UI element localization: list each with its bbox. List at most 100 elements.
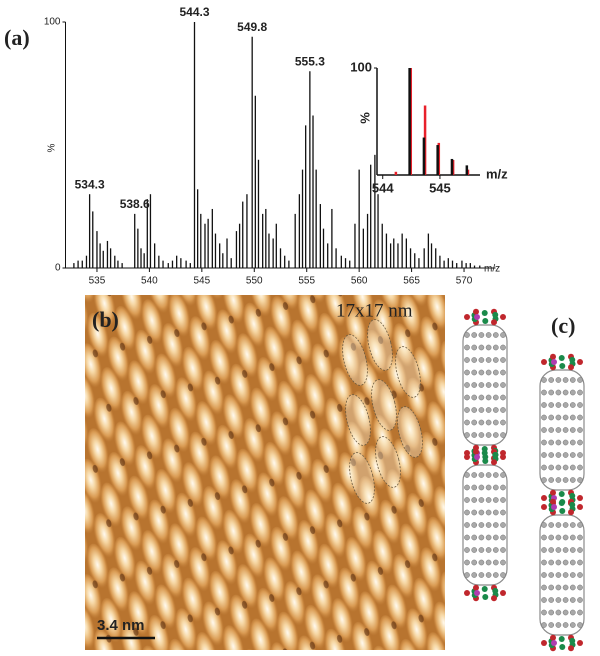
- carbon-atom: [492, 382, 499, 388]
- carbon-atom: [464, 547, 470, 553]
- carbon-atom: [569, 452, 576, 458]
- metal-atom: [558, 355, 565, 362]
- carbon-atom: [541, 534, 547, 541]
- carbon-atom: [485, 357, 492, 363]
- carbon-atom: [562, 439, 569, 446]
- carbon-atom: [541, 522, 547, 528]
- panel-label: (a): [4, 25, 30, 50]
- carbon-atom: [464, 357, 470, 363]
- carbon-atom: [555, 402, 562, 408]
- carbon-atom: [478, 497, 485, 503]
- carbon-atom: [555, 377, 562, 383]
- oxygen-atom: [541, 359, 547, 365]
- cage-body: [539, 514, 585, 636]
- carbon-atom: [562, 464, 569, 471]
- oxygen-atom: [464, 590, 470, 596]
- carbon-atom: [577, 572, 583, 578]
- carbon-atom: [478, 534, 485, 541]
- carbon-atom: [562, 534, 569, 541]
- carbon-atom: [492, 534, 499, 541]
- x-tick-label: 555: [298, 276, 315, 287]
- carbon-atom: [492, 344, 499, 351]
- carbon-atom: [471, 432, 478, 438]
- carbon-atom: [492, 522, 499, 528]
- carbon-atom: [548, 609, 555, 616]
- carbon-atom: [569, 622, 576, 628]
- x-tick-label: 545: [193, 276, 210, 287]
- carbon-atom: [555, 452, 562, 458]
- carbon-atom: [485, 369, 492, 376]
- carbon-atom: [548, 534, 555, 541]
- carbon-atom: [562, 597, 569, 603]
- carbon-atom: [471, 484, 478, 491]
- oxygen-atom: [473, 584, 479, 591]
- metal-atom: [559, 643, 566, 650]
- carbon-atom: [569, 547, 576, 553]
- carbon-atom: [569, 402, 576, 408]
- metal-atom: [559, 362, 566, 369]
- carbon-atom: [492, 497, 499, 503]
- phosphorus-atom: [551, 640, 557, 646]
- phosphorus-atom: [551, 504, 557, 510]
- carbon-atom: [577, 609, 583, 616]
- carbon-atom: [555, 597, 562, 603]
- carbon-atom: [478, 472, 485, 478]
- carbon-atom: [541, 609, 547, 616]
- peak-label: 544.3: [179, 5, 209, 19]
- metal-atom: [481, 586, 488, 593]
- panel-label: (c): [551, 313, 575, 338]
- oxygen-atom: [464, 454, 470, 460]
- oxygen-atom: [577, 504, 583, 510]
- carbon-atom: [485, 407, 492, 413]
- carbon-atom: [478, 357, 485, 363]
- oxygen-atom: [568, 509, 574, 516]
- carbon-atom: [562, 414, 569, 421]
- carbon-atom: [562, 547, 569, 553]
- carbon-atom: [492, 547, 499, 553]
- carbon-atom: [569, 477, 576, 483]
- cage-body: [462, 464, 508, 586]
- carbon-atom: [478, 369, 485, 376]
- carbon-atom: [569, 377, 576, 383]
- carbon-atom: [500, 407, 506, 413]
- carbon-atom: [541, 439, 547, 446]
- carbon-atom: [562, 522, 569, 528]
- carbon-atom: [464, 332, 470, 338]
- carbon-atom: [492, 332, 499, 338]
- metal-atom: [481, 310, 488, 317]
- carbon-atom: [569, 572, 576, 578]
- carbon-atom: [541, 584, 547, 591]
- carbon-atom: [500, 419, 506, 426]
- carbon-atom: [555, 622, 562, 628]
- carbon-atom: [541, 622, 547, 628]
- carbon-atom: [500, 394, 506, 401]
- carbon-atom: [485, 472, 492, 478]
- carbon-atom: [555, 477, 562, 483]
- y-tick-label: 100: [350, 59, 372, 74]
- carbon-atom: [485, 484, 492, 491]
- metal-atom: [559, 507, 566, 514]
- carbon-atom: [577, 522, 583, 528]
- carbon-atom: [548, 572, 555, 578]
- carbon-atom: [492, 407, 499, 413]
- carbon-atom: [562, 377, 569, 383]
- metal-atom: [569, 356, 576, 363]
- carbon-atom: [492, 572, 499, 578]
- oxygen-atom: [541, 640, 547, 646]
- carbon-atom: [562, 427, 569, 433]
- carbon-atom: [562, 559, 569, 566]
- carbon-atom: [562, 609, 569, 616]
- carbon-atom: [500, 484, 506, 491]
- carbon-atom: [548, 377, 555, 383]
- carbon-atom: [577, 389, 583, 396]
- carbon-atom: [492, 432, 499, 438]
- molecular-structures: [462, 308, 585, 652]
- peak-label: 549.8: [237, 20, 267, 34]
- carbon-atom: [555, 414, 562, 421]
- molecule-outline: [375, 436, 401, 488]
- carbon-atom: [471, 394, 478, 401]
- carbon-atom: [464, 407, 470, 413]
- carbon-atom: [478, 394, 485, 401]
- carbon-atom: [555, 534, 562, 541]
- carbon-atom: [555, 439, 562, 446]
